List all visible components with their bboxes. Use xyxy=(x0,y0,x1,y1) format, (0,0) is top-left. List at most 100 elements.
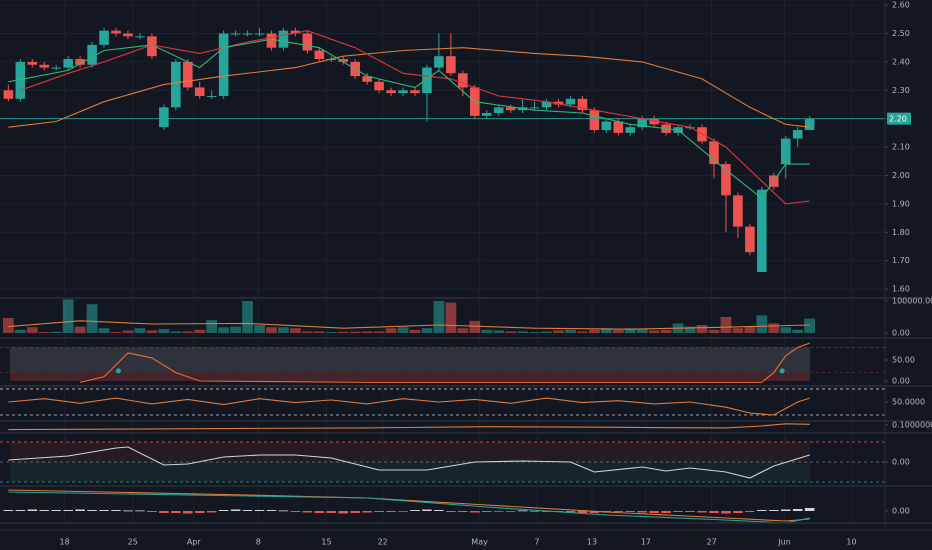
volume-bar xyxy=(182,331,194,333)
volume-bar xyxy=(445,302,457,333)
histogram-bar xyxy=(398,511,408,512)
histogram-bar xyxy=(733,511,743,513)
x-tick-label: 8 xyxy=(256,538,261,547)
volume-bar xyxy=(792,329,804,333)
level-fill xyxy=(10,442,810,462)
candle-body xyxy=(266,33,277,48)
histogram-bar xyxy=(685,511,695,512)
candle-body xyxy=(75,59,85,65)
histogram-bar xyxy=(577,511,588,513)
candle-body xyxy=(577,98,588,111)
histogram-bar xyxy=(768,510,779,511)
volume-bar xyxy=(98,328,110,333)
volume-bar xyxy=(589,329,600,333)
volume-bar xyxy=(565,329,576,333)
volume-bar xyxy=(612,329,624,333)
volume-bar xyxy=(684,326,696,333)
last-price-box xyxy=(887,112,911,125)
volume-bar xyxy=(170,331,182,333)
histogram-bar xyxy=(374,511,384,512)
y-tick-label: 50.00 xyxy=(892,356,915,365)
y-tick-label: 0.10000000 xyxy=(892,420,932,429)
histogram-bar xyxy=(792,509,803,511)
y-tick-label: 2.30 xyxy=(892,86,910,95)
y-tick-label: 0.00 xyxy=(892,377,910,386)
candle-body xyxy=(553,101,564,105)
histogram-bar xyxy=(589,511,600,513)
volume-bar xyxy=(158,329,170,333)
candle-body xyxy=(745,226,755,253)
candle-body xyxy=(386,90,396,94)
histogram-bar xyxy=(697,511,707,513)
candle-body xyxy=(410,90,420,94)
volume-bar xyxy=(553,330,564,333)
histogram-bar xyxy=(254,510,265,511)
x-tick-label: 18 xyxy=(59,538,69,547)
histogram-bar xyxy=(123,510,133,512)
candle-body xyxy=(589,110,600,131)
y-tick-label: 0.00 xyxy=(892,507,910,516)
histogram-bar xyxy=(505,511,516,512)
histogram-bar xyxy=(661,511,671,513)
histogram-bar xyxy=(75,509,85,511)
histogram-bar xyxy=(338,511,349,514)
histogram-bar xyxy=(517,510,528,512)
volume-bar xyxy=(349,331,361,333)
candle-body xyxy=(493,107,504,114)
indicator-line xyxy=(8,446,810,479)
volume-bar xyxy=(732,328,744,333)
candle-body xyxy=(230,33,241,35)
histogram-bar xyxy=(446,511,456,512)
x-tick-label: 15 xyxy=(321,538,331,547)
candle-body xyxy=(111,30,121,34)
indicator-line xyxy=(8,423,810,431)
volume-bar xyxy=(230,326,241,333)
candle-body xyxy=(242,33,253,35)
volume-bar xyxy=(373,331,385,333)
signal-dot xyxy=(779,368,785,374)
volume-bar xyxy=(14,329,26,333)
histogram-bar xyxy=(326,511,337,513)
histogram-bar xyxy=(15,510,26,511)
histogram-bar xyxy=(386,511,396,512)
candle-body xyxy=(721,164,731,196)
level-fill xyxy=(10,372,810,382)
candle-body xyxy=(15,61,26,99)
histogram-bar xyxy=(745,511,755,512)
candle-body xyxy=(804,118,815,131)
volume-bar xyxy=(38,332,50,333)
candle-body xyxy=(434,56,444,68)
x-tick-label: 17 xyxy=(641,538,651,547)
histogram-bar xyxy=(565,511,576,513)
volume-bar xyxy=(481,329,493,333)
y-tick-label: 1.90 xyxy=(892,199,910,208)
candle-body xyxy=(171,61,181,108)
candle-body xyxy=(649,118,659,125)
y-tick-label: 2.50 xyxy=(892,29,910,38)
histogram-bar xyxy=(780,509,791,511)
volume-bar xyxy=(493,330,505,333)
indicator-line xyxy=(8,47,810,128)
candle-body xyxy=(505,107,516,111)
y-tick-label: 1.70 xyxy=(892,256,910,265)
x-tick-label: May xyxy=(471,538,488,547)
volume-bar xyxy=(266,327,277,333)
volume-bar xyxy=(744,326,756,333)
candle-body xyxy=(446,56,456,74)
histogram-bar xyxy=(27,509,38,511)
volume-bar xyxy=(337,331,349,333)
histogram-bar xyxy=(99,510,109,511)
candle-body xyxy=(637,118,648,128)
candle-body xyxy=(362,76,372,82)
y-tick-label: 0.00 xyxy=(892,458,910,467)
histogram-bar xyxy=(350,511,360,513)
candle-body xyxy=(792,130,803,139)
x-tick-label: 13 xyxy=(587,538,597,547)
histogram-bar xyxy=(709,511,719,513)
histogram-bar xyxy=(673,511,683,512)
histogram-bar xyxy=(613,511,624,512)
histogram-bar xyxy=(182,511,193,514)
volume-bar xyxy=(421,328,433,333)
volume-bar xyxy=(768,323,780,333)
candle-body xyxy=(398,90,408,94)
